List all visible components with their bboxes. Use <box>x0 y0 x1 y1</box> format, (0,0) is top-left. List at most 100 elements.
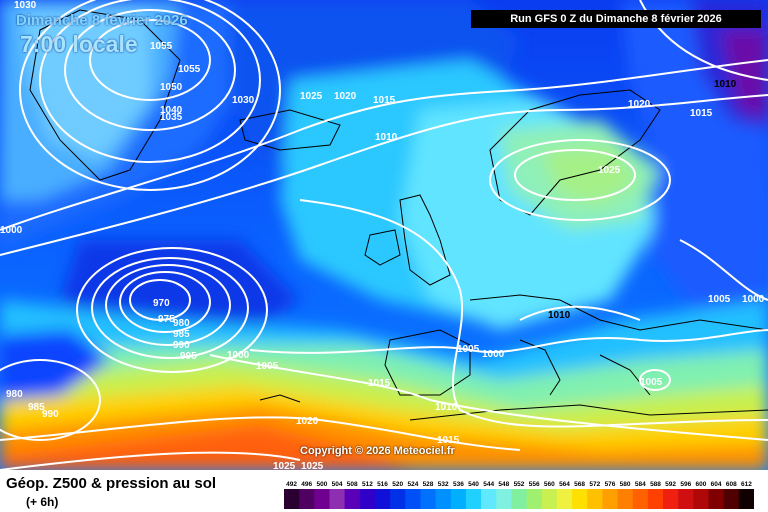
isobar-label: 1030 <box>14 0 37 11</box>
isobar-label: 1000 <box>0 225 23 236</box>
isobar-label: 1025 <box>300 91 323 102</box>
isobar-label: 1010 <box>435 402 458 413</box>
legend-swatch <box>738 489 754 509</box>
isobar-label: 1055 <box>178 64 201 75</box>
legend-swatch <box>556 489 573 509</box>
isobar-label: 985 <box>173 329 190 340</box>
legend-swatch <box>602 489 619 509</box>
legend-swatch <box>647 489 664 509</box>
legend-tick-label: 580 <box>620 481 631 488</box>
legend-tick-label: 556 <box>529 481 540 488</box>
legend-tick-label: 508 <box>347 481 358 488</box>
legend-swatch <box>435 489 452 509</box>
isobar-label: 1000 <box>742 294 765 305</box>
legend-tick-label: 584 <box>635 481 646 488</box>
legend-tick-label: 588 <box>650 481 661 488</box>
lead-time: (+ 6h) <box>26 495 59 509</box>
legend-tick-label: 608 <box>726 481 737 488</box>
legend-tick-label: 536 <box>453 481 464 488</box>
isobar-label: 1005 <box>256 361 279 372</box>
isobar-label: 995 <box>180 351 197 362</box>
map-footer: Géop. Z500 & pression au sol (+ 6h) 492 4… <box>0 470 768 512</box>
legend-swatch <box>284 489 300 509</box>
map-date: Dimanche 8 février 2026 <box>16 12 188 29</box>
legend-tick-label: 596 <box>680 481 691 488</box>
legend-swatch <box>314 489 330 509</box>
isobar-label: 975 <box>158 314 175 325</box>
legend-tick-label: 492 <box>286 481 297 488</box>
isobar-label: 980 <box>173 318 190 329</box>
isobar-label: 1025 <box>598 165 621 176</box>
legend-tick-label: 532 <box>438 481 449 488</box>
isobar-label: 1005 <box>457 344 480 355</box>
isobar-label: 1000 <box>482 349 505 360</box>
legend-tick-label: 568 <box>574 481 585 488</box>
legend-swatch <box>541 489 558 509</box>
isobar-label: 1015 <box>373 95 396 106</box>
legend-tick-label: 504 <box>332 481 343 488</box>
legend-swatch <box>663 489 679 509</box>
legend-tick-label: 512 <box>362 481 373 488</box>
isobar-label: 1025 <box>273 461 296 470</box>
legend-swatch <box>450 489 467 509</box>
isobar-label: 1010 <box>375 132 398 143</box>
isobar-label: 990 <box>173 340 190 351</box>
legend-tick-label: 552 <box>514 481 525 488</box>
legend-tick-label: 564 <box>559 481 570 488</box>
isobar-label: 1020 <box>628 99 651 110</box>
isobar-label: 980 <box>6 389 23 400</box>
isobar-label: 970 <box>153 298 170 309</box>
legend-tick-label: 496 <box>301 481 312 488</box>
colour-scale-legend: 492 496 500 504 508 512 516 520 524 528 532 536 540 5… <box>284 481 754 509</box>
legend-tick-label: 544 <box>483 481 494 488</box>
isobar-label: 1005 <box>708 294 731 305</box>
legend-tick-label: 604 <box>711 481 722 488</box>
isobar-label: 1005 <box>640 377 663 388</box>
isobar-label: 1000 <box>227 350 250 361</box>
legend-swatch <box>420 489 437 509</box>
legend-tick-label: 560 <box>544 481 555 488</box>
map-local-time: 7:00 locale <box>20 31 138 57</box>
isobar-label: 1015 <box>690 108 713 119</box>
coastlines <box>29 9 768 421</box>
legend-tick-label: 548 <box>498 481 509 488</box>
legend-swatch <box>344 489 361 509</box>
legend-tick-label: 516 <box>377 481 388 488</box>
legend-tick-label: 540 <box>468 481 479 488</box>
isobar-label: 1055 <box>150 41 173 52</box>
isobar-label: 1025 <box>301 461 324 470</box>
legend-tick-label: 500 <box>316 481 327 488</box>
legend-swatch <box>617 489 634 509</box>
legend-swatch <box>496 489 512 509</box>
model-run-info: Run GFS 0 Z du Dimanche 8 février 2026 <box>471 10 761 28</box>
isobar-label: 1010 <box>548 310 571 321</box>
legend-swatch <box>511 489 528 509</box>
legend-swatch <box>405 489 421 509</box>
copyright-notice: Copyright © 2026 Meteociel.fr <box>300 445 455 457</box>
isobar-label: 1015 <box>437 435 460 446</box>
geopotential-pressure-map: 1030 1055 1055 1050 1040 1035 1030 1025 … <box>0 0 768 470</box>
legend-swatch <box>526 489 543 509</box>
legend-swatch <box>481 489 497 509</box>
legend-tick-label: 612 <box>741 481 752 488</box>
isobar-label: 990 <box>42 409 59 420</box>
legend-swatch <box>359 489 376 509</box>
legend-tick-label: 600 <box>695 481 706 488</box>
isobar-label: 1035 <box>160 112 183 123</box>
legend-tick-label: 592 <box>665 481 676 488</box>
isobar-label: 985 <box>28 402 45 413</box>
isobar-label: 1015 <box>368 378 391 389</box>
isobar-label: 1030 <box>232 95 255 106</box>
legend-swatch <box>723 489 740 509</box>
legend-tick-label: 524 <box>407 481 418 488</box>
legend-swatch <box>329 489 346 509</box>
isobar-label: 1040 <box>160 105 183 116</box>
legend-tick-label: 528 <box>423 481 434 488</box>
legend-swatch <box>708 489 725 509</box>
legend-swatch <box>299 489 315 509</box>
legend-tick-label: 576 <box>605 481 616 488</box>
legend-swatch <box>587 489 603 509</box>
isobar-labels: 1030 1055 1055 1050 1040 1035 1030 1025 … <box>0 0 765 470</box>
isobar-label: 1020 <box>296 416 319 427</box>
